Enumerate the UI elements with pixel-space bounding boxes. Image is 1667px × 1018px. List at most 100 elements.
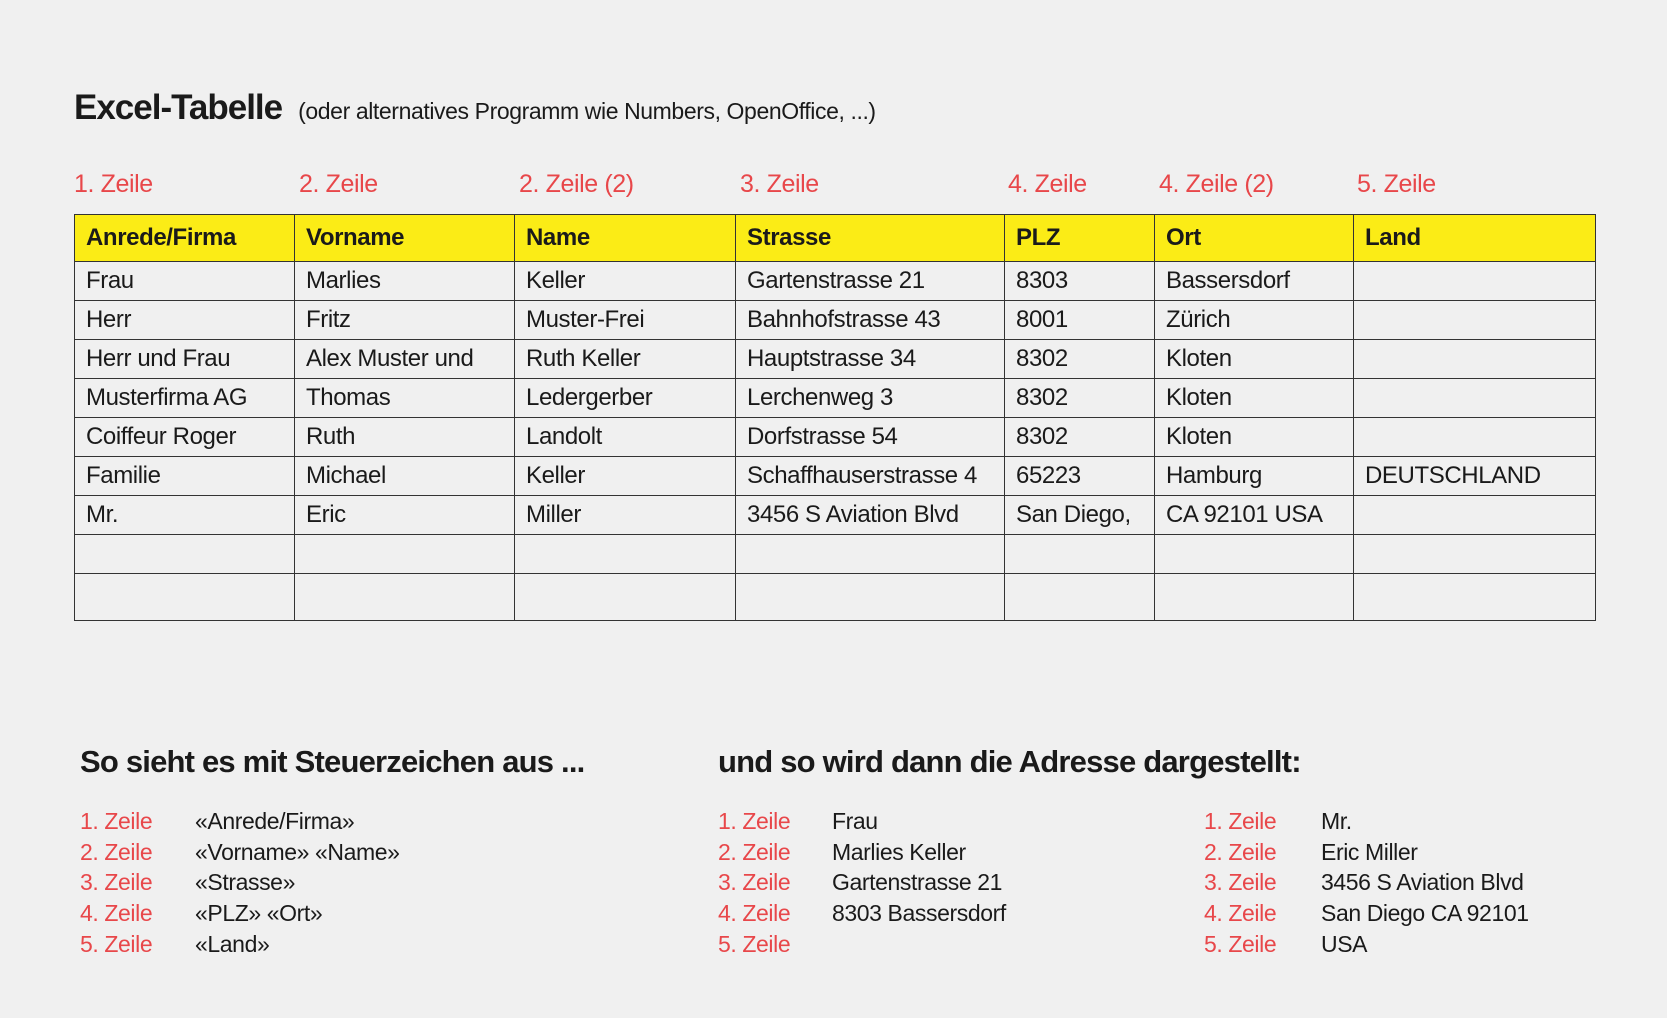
line-label: 2. Zeile: [1204, 839, 1277, 865]
left-heading: So sieht es mit Steuerzeichen aus ...: [80, 744, 585, 779]
table-cell: [74, 573, 295, 621]
table-row: Coiffeur Roger Ruth Landolt Dorfstrasse 54 8…: [74, 417, 1596, 457]
line-label: 4. Zeile: [80, 900, 153, 926]
table-row: Herr Fritz Muster-Frei Bahnhofstrasse 43 800…: [74, 300, 1596, 340]
line-label: 3. Zeile: [1204, 869, 1277, 895]
table-cell: [294, 573, 515, 621]
column-line-label: 5. Zeile: [1357, 170, 1436, 198]
table-cell: Kloten: [1154, 378, 1354, 418]
column-line-label: 3. Zeile: [740, 170, 819, 198]
column-header: Anrede/Firma: [74, 214, 295, 262]
line-label: 4. Zeile: [1204, 900, 1277, 926]
table-cell: 8302: [1004, 378, 1155, 418]
table-cell: 8303: [1004, 261, 1155, 301]
table-cell: Gartenstrasse 21: [735, 261, 1005, 301]
table-cell: [735, 573, 1005, 621]
table-cell: 8302: [1004, 417, 1155, 457]
table-header-row: Anrede/Firma Vorname Name Strasse PLZ Ort Land: [74, 214, 1596, 262]
line-label: 5. Zeile: [1204, 931, 1277, 957]
line-value: Eric Miller: [1321, 839, 1418, 865]
line-value: Mr.: [1321, 808, 1352, 834]
table-cell: [1154, 534, 1354, 574]
table-cell: Bahnhofstrasse 43: [735, 300, 1005, 340]
line-label: 1. Zeile: [1204, 808, 1277, 834]
line-value: Gartenstrasse 21: [832, 869, 1003, 895]
line-value: «PLZ» «Ort»: [195, 900, 323, 926]
table-cell: [294, 534, 515, 574]
table-cell: [1353, 261, 1596, 301]
column-line-label: 2. Zeile: [299, 170, 378, 198]
excel-table: Anrede/Firma Vorname Name Strasse PLZ Ort Land…: [74, 214, 1596, 621]
table-cell: Kloten: [1154, 339, 1354, 379]
column-header: Vorname: [294, 214, 515, 262]
table-cell: Keller: [514, 261, 736, 301]
table-cell: Lerchenweg 3: [735, 378, 1005, 418]
table-row: Frau Marlies Keller Gartenstrasse 21 8303 Bas…: [74, 261, 1596, 301]
table-cell: [735, 534, 1005, 574]
table-cell: [514, 534, 736, 574]
table-cell: Herr: [74, 300, 295, 340]
table-cell: DEUTSCHLAND: [1353, 456, 1596, 496]
table-cell: Zürich: [1154, 300, 1354, 340]
table-row: Herr und Frau Alex Muster und Ruth Keller H…: [74, 339, 1596, 379]
table-cell: [1353, 417, 1596, 457]
table-cell: Landolt: [514, 417, 736, 457]
table-cell: Schaffhauserstrasse 4: [735, 456, 1005, 496]
line-value: San Diego CA 92101: [1321, 900, 1529, 926]
table-cell: Ledergerber: [514, 378, 736, 418]
line-value: 3456 S Aviation Blvd: [1321, 869, 1524, 895]
right-heading: und so wird dann die Adresse dargestellt…: [718, 744, 1302, 779]
column-line-label: 2. Zeile (2): [519, 170, 634, 198]
line-value: «Strasse»: [195, 869, 295, 895]
table-cell: Familie: [74, 456, 295, 496]
table-cell: [1004, 534, 1155, 574]
table-cell: [514, 573, 736, 621]
table-cell: [74, 534, 295, 574]
line-label: 5. Zeile: [80, 931, 153, 957]
line-label: 5. Zeile: [718, 931, 791, 957]
table-cell: Eric: [294, 495, 515, 535]
title-subtitle: (oder alternatives Programm wie Numbers,…: [298, 98, 876, 124]
column-line-label: 4. Zeile (2): [1159, 170, 1274, 198]
table-row: [74, 573, 1596, 621]
table-cell: Frau: [74, 261, 295, 301]
title-main: Excel-Tabelle: [74, 88, 283, 127]
line-label: 1. Zeile: [80, 808, 153, 834]
table-cell: 65223: [1004, 456, 1155, 496]
table-row: Familie Michael Keller Schaffhauserstrasse …: [74, 456, 1596, 496]
column-header: PLZ: [1004, 214, 1155, 262]
table-cell: [1353, 378, 1596, 418]
column-line-label: 4. Zeile: [1008, 170, 1087, 198]
line-value: Frau: [832, 808, 878, 834]
table-cell: 8302: [1004, 339, 1155, 379]
line-value: «Vorname» «Name»: [195, 839, 400, 865]
table-cell: Miller: [514, 495, 736, 535]
line-value: USA: [1321, 931, 1368, 957]
table-cell: Kloten: [1154, 417, 1354, 457]
table-cell: Michael: [294, 456, 515, 496]
line-label: 2. Zeile: [718, 839, 791, 865]
table-cell: Fritz: [294, 300, 515, 340]
table-cell: Alex Muster und: [294, 339, 515, 379]
column-header: Name: [514, 214, 736, 262]
table-cell: San Diego,: [1004, 495, 1155, 535]
table-cell: Ruth: [294, 417, 515, 457]
table-row: Musterfirma AG Thomas Ledergerber Lerchenwe…: [74, 378, 1596, 418]
table-cell: Marlies: [294, 261, 515, 301]
table-cell: [1353, 300, 1596, 340]
column-header: Ort: [1154, 214, 1354, 262]
table-cell: [1353, 495, 1596, 535]
table-cell: Ruth Keller: [514, 339, 736, 379]
column-line-label: 1. Zeile: [74, 170, 153, 198]
table-cell: [1353, 534, 1596, 574]
line-value: Marlies Keller: [832, 839, 966, 865]
table-cell: Dorfstrasse 54: [735, 417, 1005, 457]
table-cell: Coiffeur Roger: [74, 417, 295, 457]
table-cell: Musterfirma AG: [74, 378, 295, 418]
column-header: Strasse: [735, 214, 1005, 262]
table-cell: Mr.: [74, 495, 295, 535]
table-cell: [1004, 573, 1155, 621]
line-value: 8303 Bassersdorf: [832, 900, 1006, 926]
table-cell: Herr und Frau: [74, 339, 295, 379]
line-label: 4. Zeile: [718, 900, 791, 926]
